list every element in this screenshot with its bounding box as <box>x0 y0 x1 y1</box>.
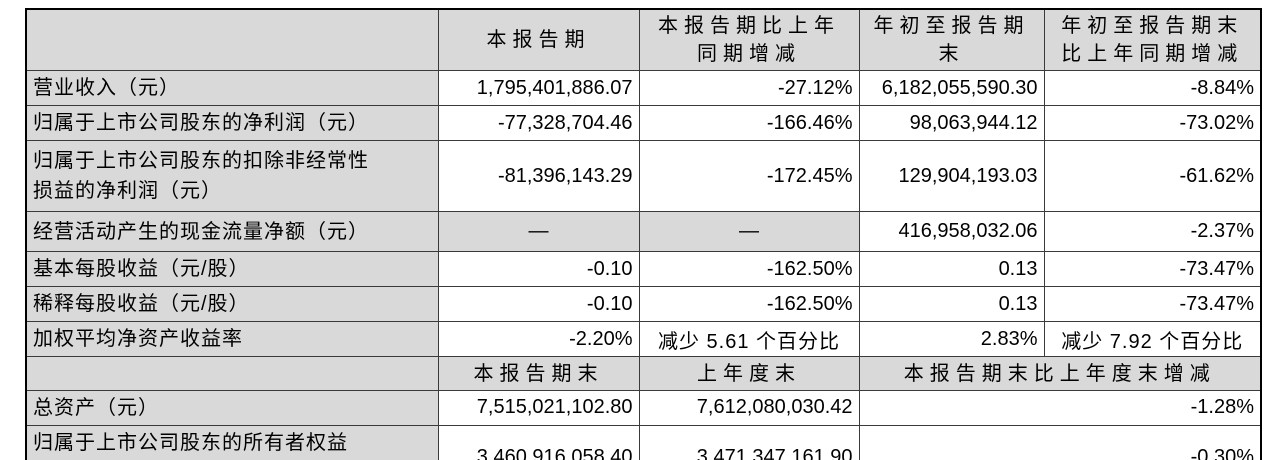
cell-yoy-change: -162.50% <box>638 251 860 287</box>
cell-ytd-yoy-change: 减少 7.92 个百分比 <box>1043 321 1262 357</box>
table-row-basic-eps: 基本每股收益（元/股） -0.10 -162.50% 0.13 -73.47% <box>25 251 1262 287</box>
cell-yoy-change: -162.50% <box>638 286 860 322</box>
table-row-diluted-eps: 稀释每股收益（元/股） -0.10 -162.50% 0.13 -73.47% <box>25 286 1262 322</box>
row-label: 稀释每股收益（元/股） <box>25 286 439 322</box>
table-row-weighted-average-roe: 加权平均净资产收益率 -2.20% 减少 5.61 个百分比 2.83% 减少 … <box>25 321 1262 357</box>
cell-current-period: 1,795,401,886.07 <box>437 70 640 106</box>
cell-ytd-yoy-change: -2.37% <box>1043 211 1262 252</box>
cell-current-period: -81,396,143.29 <box>437 140 640 212</box>
row-label: 营业收入（元） <box>25 70 439 106</box>
header-current-period: 本报告期 <box>437 8 640 71</box>
cell-ytd-yoy-change: -73.47% <box>1043 286 1262 322</box>
cell-ytd-yoy-change: -73.47% <box>1043 251 1262 287</box>
cell-current-period: -0.10 <box>437 251 640 287</box>
row-label: 归属于上市公司股东的净利润（元） <box>25 105 439 141</box>
cell-end-of-period: 7,515,021,102.80 <box>437 389 640 426</box>
financial-summary-table: 本报告期 本报告期比上年同期增减 年初至报告期末 年初至报告期末比上年同期增减 … <box>25 8 1262 460</box>
table-row-total-assets: 总资产（元） 7,515,021,102.80 7,612,080,030.42… <box>25 389 1262 426</box>
header-ytd-yoy-change: 年初至报告期末比上年同期增减 <box>1043 8 1262 71</box>
header-end-of-last-year: 上年度末 <box>638 356 860 391</box>
cell-yoy-change-na: — <box>638 211 860 252</box>
cell-year-to-date: 6,182,055,590.30 <box>858 70 1045 106</box>
row-label: 加权平均净资产收益率 <box>25 321 439 357</box>
cell-ytd-yoy-change: -8.84% <box>1043 70 1262 106</box>
header-row-top: 本报告期 本报告期比上年同期增减 年初至报告期末 年初至报告期末比上年同期增减 <box>25 8 1262 71</box>
cell-year-to-date: 2.83% <box>858 321 1045 357</box>
cell-yoy-change: -166.46% <box>638 105 860 141</box>
cell-year-to-date: 0.13 <box>858 286 1045 322</box>
cell-year-to-date: 416,958,032.06 <box>858 211 1045 252</box>
row-label: 经营活动产生的现金流量净额（元） <box>25 211 439 252</box>
cell-yoy-change: -27.12% <box>638 70 860 106</box>
header-year-to-date: 年初至报告期末 <box>858 8 1045 71</box>
row-label: 归属于上市公司股东的扣除非经常性损益的净利润（元） <box>25 140 439 212</box>
row-label: 总资产（元） <box>25 389 439 426</box>
table-row-operating-revenue: 营业收入（元） 1,795,401,886.07 -27.12% 6,182,0… <box>25 70 1262 106</box>
cell-ytd-yoy-change: -61.62% <box>1043 140 1262 212</box>
cell-current-period: -2.20% <box>437 321 640 357</box>
cell-year-to-date: 0.13 <box>858 251 1045 287</box>
header-empty-cell <box>25 8 439 71</box>
cell-ytd-yoy-change: -73.02% <box>1043 105 1262 141</box>
row-label: 归属于上市公司股东的所有者权益（元） <box>25 424 439 460</box>
cell-year-to-date: 98,063,944.12 <box>858 105 1045 141</box>
header-empty-cell <box>25 356 439 391</box>
table-row-operating-cash-flow: 经营活动产生的现金流量净额（元） — — 416,958,032.06 -2.3… <box>25 211 1262 252</box>
header-period-vs-last-year-change: 本报告期末比上年度末增减 <box>858 356 1262 391</box>
table-row-deducted-net-profit: 归属于上市公司股东的扣除非经常性损益的净利润（元） -81,396,143.29… <box>25 140 1262 212</box>
cell-current-period: -77,328,704.46 <box>437 105 640 141</box>
cell-change: -1.28% <box>858 389 1262 426</box>
row-label: 基本每股收益（元/股） <box>25 251 439 287</box>
cell-end-of-last-year: 3,471,347,161.90 <box>638 424 860 460</box>
cell-year-to-date: 129,904,193.03 <box>858 140 1045 212</box>
cell-yoy-change: -172.45% <box>638 140 860 212</box>
cell-yoy-change: 减少 5.61 个百分比 <box>638 321 860 357</box>
cell-change: -0.30% <box>858 424 1262 460</box>
cell-current-period-na: — <box>437 211 640 252</box>
cell-current-period: -0.10 <box>437 286 640 322</box>
table-row-net-profit: 归属于上市公司股东的净利润（元） -77,328,704.46 -166.46%… <box>25 105 1262 141</box>
table-row-owners-equity: 归属于上市公司股东的所有者权益（元） 3,460,916,058.40 3,47… <box>25 424 1262 460</box>
cell-end-of-last-year: 7,612,080,030.42 <box>638 389 860 426</box>
cell-end-of-period: 3,460,916,058.40 <box>437 424 640 460</box>
header-yoy-change: 本报告期比上年同期增减 <box>638 8 860 71</box>
header-end-of-period: 本报告期末 <box>437 356 640 391</box>
header-row-bottom: 本报告期末 上年度末 本报告期末比上年度末增减 <box>25 356 1262 391</box>
